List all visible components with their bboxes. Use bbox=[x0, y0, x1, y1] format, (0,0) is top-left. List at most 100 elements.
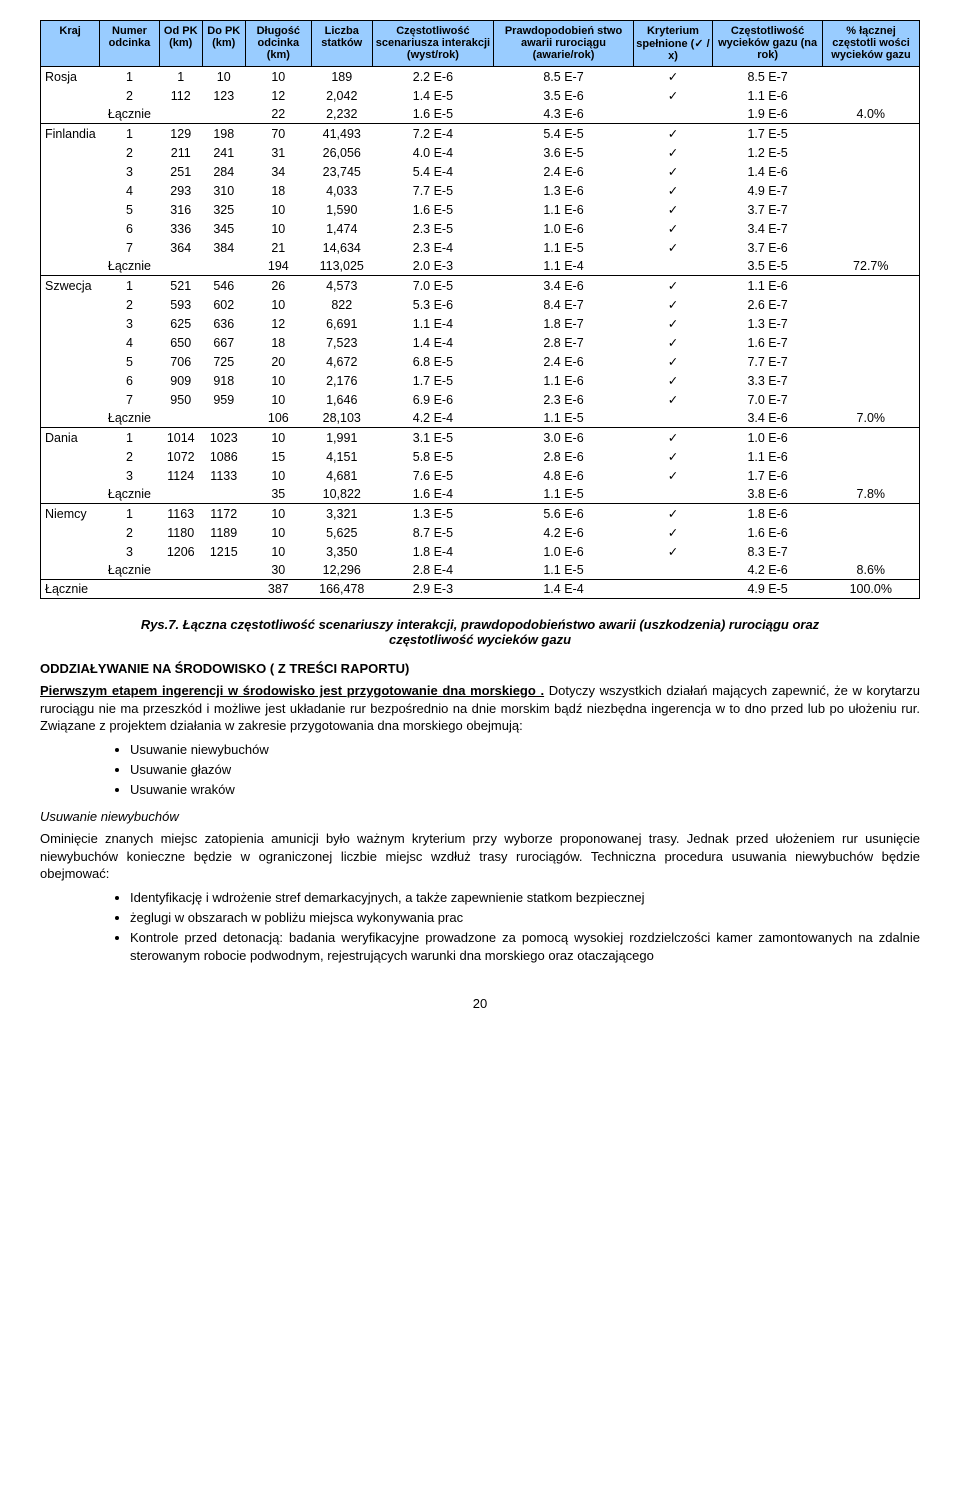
data-cell: 10 bbox=[245, 200, 311, 219]
data-cell: 3.6 E-5 bbox=[494, 143, 634, 162]
data-cell bbox=[823, 428, 920, 448]
subtotal-row: Łącznie222,2321.6 E-54.3 E-61.9 E-64.0% bbox=[41, 105, 920, 124]
data-cell bbox=[823, 143, 920, 162]
data-cell: Łącznie bbox=[100, 561, 159, 580]
intro-underline: przygotowanie dna morskiego . bbox=[347, 683, 544, 698]
column-header: Kraj bbox=[41, 21, 100, 67]
data-cell: 7,523 bbox=[311, 333, 372, 352]
data-cell: 325 bbox=[202, 200, 245, 219]
data-cell: 4,672 bbox=[311, 352, 372, 371]
country-cell bbox=[41, 523, 100, 542]
data-cell: 2 bbox=[100, 447, 159, 466]
data-cell: 7.7 E-5 bbox=[372, 181, 494, 200]
country-cell bbox=[41, 542, 100, 561]
data-cell: 12 bbox=[245, 314, 311, 333]
data-cell: 3,350 bbox=[311, 542, 372, 561]
data-cell: 822 bbox=[311, 295, 372, 314]
data-cell: 1.0 E-6 bbox=[494, 542, 634, 561]
data-cell: 1189 bbox=[202, 523, 245, 542]
data-cell: 1 bbox=[100, 504, 159, 524]
data-cell: ✓ bbox=[633, 295, 712, 314]
data-cell bbox=[823, 238, 920, 257]
data-cell: 26 bbox=[245, 276, 311, 296]
data-cell: 4,033 bbox=[311, 181, 372, 200]
data-cell: 345 bbox=[202, 219, 245, 238]
country-cell bbox=[41, 561, 100, 580]
column-header: Częstotliwość wycieków gazu (na rok) bbox=[713, 21, 823, 67]
data-cell: 72.7% bbox=[823, 257, 920, 276]
data-cell bbox=[159, 105, 202, 124]
table-row: 4650667187,5231.4 E-42.8 E-7✓1.6 E-7 bbox=[41, 333, 920, 352]
data-cell bbox=[823, 314, 920, 333]
data-cell: 8.4 E-7 bbox=[494, 295, 634, 314]
data-cell: 1.3 E-7 bbox=[713, 314, 823, 333]
country-cell: Niemcy bbox=[41, 504, 100, 524]
section-title: ODDZIAŁYWANIE NA ŚRODOWISKO ( Z TREŚCI R… bbox=[40, 661, 920, 676]
country-cell bbox=[41, 257, 100, 276]
table-row: Finlandia11291987041,4937.2 E-45.4 E-5✓1… bbox=[41, 124, 920, 144]
data-cell: 10 bbox=[202, 67, 245, 87]
data-cell: 70 bbox=[245, 124, 311, 144]
intro-lead: Pierwszym etapem ingerencji w środowisko… bbox=[40, 683, 347, 698]
data-cell: 1.1 E-4 bbox=[494, 257, 634, 276]
column-header: Długość odcinka (km) bbox=[245, 21, 311, 67]
figure-caption-text: Łączna częstotliwość scenariuszy interak… bbox=[183, 617, 819, 647]
data-cell: 10 bbox=[245, 542, 311, 561]
data-cell: Łącznie bbox=[100, 485, 159, 504]
page-number: 20 bbox=[40, 996, 920, 1011]
data-cell: 625 bbox=[159, 314, 202, 333]
data-cell: 1 bbox=[100, 124, 159, 144]
data-cell: 7.7 E-7 bbox=[713, 352, 823, 371]
data-cell: ✓ bbox=[633, 124, 712, 144]
data-cell: 2 bbox=[100, 86, 159, 105]
data-cell: 3.8 E-6 bbox=[713, 485, 823, 504]
table-row: Szwecja1521546264,5737.0 E-53.4 E-6✓1.1 … bbox=[41, 276, 920, 296]
data-cell: 4,681 bbox=[311, 466, 372, 485]
data-cell: 3.3 E-7 bbox=[713, 371, 823, 390]
data-cell: 2.3 E-5 bbox=[372, 219, 494, 238]
country-cell bbox=[41, 352, 100, 371]
data-cell bbox=[202, 409, 245, 428]
list-item: żeglugi w obszarach w pobliżu miejsca wy… bbox=[130, 909, 920, 927]
data-cell bbox=[633, 561, 712, 580]
prep-bullet-list: Usuwanie niewybuchówUsuwanie głazówUsuwa… bbox=[40, 741, 920, 800]
data-cell: ✓ bbox=[633, 352, 712, 371]
data-cell: 4.9 E-7 bbox=[713, 181, 823, 200]
data-cell: 1 bbox=[100, 67, 159, 87]
data-cell bbox=[823, 124, 920, 144]
data-cell: 918 bbox=[202, 371, 245, 390]
table-row: 3625636126,6911.1 E-41.8 E-7✓1.3 E-7 bbox=[41, 314, 920, 333]
data-cell: 593 bbox=[159, 295, 202, 314]
data-cell: ✓ bbox=[633, 219, 712, 238]
data-cell: 1.6 E-7 bbox=[713, 333, 823, 352]
data-cell: 2.9 E-3 bbox=[372, 580, 494, 599]
data-cell: ✓ bbox=[633, 276, 712, 296]
list-item: Identyfikację i wdrożenie stref demarkac… bbox=[130, 889, 920, 907]
column-header: Częstotliwość scenariusza interakcji (wy… bbox=[372, 21, 494, 67]
data-cell: 4,573 bbox=[311, 276, 372, 296]
data-cell: 1.1 E-5 bbox=[494, 409, 634, 428]
data-cell bbox=[159, 409, 202, 428]
data-cell: 106 bbox=[245, 409, 311, 428]
data-cell: 2,042 bbox=[311, 86, 372, 105]
data-cell: 194 bbox=[245, 257, 311, 276]
data-cell: 6 bbox=[100, 219, 159, 238]
data-cell: 1.7 E-5 bbox=[713, 124, 823, 144]
data-cell: 2.3 E-6 bbox=[494, 390, 634, 409]
data-cell: 650 bbox=[159, 333, 202, 352]
data-cell: ✓ bbox=[633, 523, 712, 542]
data-cell: 1.4 E-4 bbox=[372, 333, 494, 352]
data-cell: 1206 bbox=[159, 542, 202, 561]
data-cell: 15 bbox=[245, 447, 311, 466]
data-cell: 1133 bbox=[202, 466, 245, 485]
data-cell: 1215 bbox=[202, 542, 245, 561]
subtotal-row: Łącznie3510,8221.6 E-41.1 E-53.8 E-67.8% bbox=[41, 485, 920, 504]
data-cell: 1.1 E-4 bbox=[372, 314, 494, 333]
data-cell: 4.0 E-4 bbox=[372, 143, 494, 162]
data-cell: ✓ bbox=[633, 238, 712, 257]
data-cell: 14,634 bbox=[311, 238, 372, 257]
data-cell: 1.4 E-6 bbox=[713, 162, 823, 181]
data-cell: 22 bbox=[245, 105, 311, 124]
country-cell bbox=[41, 466, 100, 485]
data-cell: 7.8% bbox=[823, 485, 920, 504]
